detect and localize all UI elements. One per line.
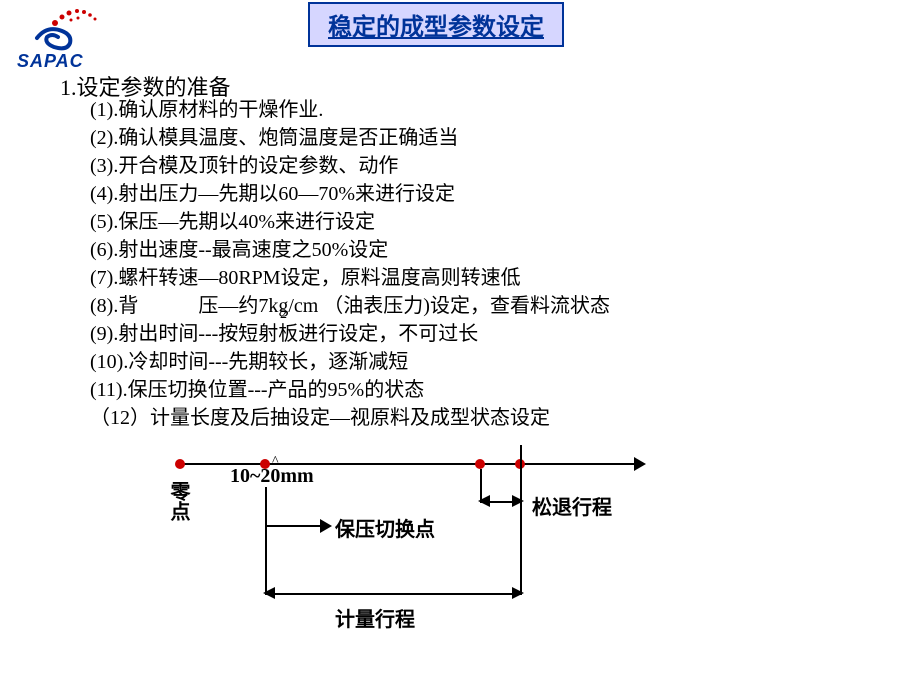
arrow-right-icon <box>512 495 524 507</box>
list-item: (9).射出时间---按短射板进行设定，不可过长 <box>90 320 610 348</box>
list-item: （12）计量长度及后抽设定—视原料及成型状态设定 <box>90 404 610 432</box>
bracket-line <box>520 469 522 595</box>
list-item: (2).确认模具温度、炮筒温度是否正确适当 <box>90 124 610 152</box>
arrow-left-icon <box>263 587 275 599</box>
list-item: (5).保压―先期以40%来进行设定 <box>90 208 610 236</box>
arrow-right-icon <box>320 519 334 533</box>
release-stroke-label: 松退行程 <box>532 491 612 520</box>
list-item: (3).开合模及顶针的设定参数、动作 <box>90 152 610 180</box>
measure-stroke-label: 计量行程 <box>335 603 415 632</box>
bracket-line <box>265 593 522 595</box>
stroke-diagram: 零点 10~20mm 保压切换点 松退行程 计量行程 <box>170 445 670 645</box>
logo-swirl-icon <box>32 23 82 53</box>
diagram-dot <box>475 459 485 469</box>
page-title: 稳定的成型参数设定 <box>308 2 564 47</box>
arrow-right-icon <box>634 457 648 471</box>
arrow-right-icon <box>512 587 524 599</box>
page-number: 2 <box>280 307 287 323</box>
bracket-line <box>265 525 325 527</box>
bracket-line <box>265 487 267 595</box>
list-item: (6).射出速度--最高速度之50%设定 <box>90 236 610 264</box>
parameter-list: (1).确认原材料的干燥作业. (2).确认模具温度、炮筒温度是否正确适当 (3… <box>90 96 610 432</box>
list-item: (8).背 压—约7kg/cm （油表压力)设定，查看料流状态 <box>90 292 610 320</box>
list-item: (10).冷却时间---先期较长，逐渐减短 <box>90 348 610 376</box>
diagram-dot <box>175 459 185 469</box>
hold-switch-label: 保压切换点 <box>335 513 435 542</box>
zero-point-label: 零点 <box>164 481 193 521</box>
arrow-left-icon <box>478 495 490 507</box>
range-label: 10~20mm <box>230 465 314 488</box>
list-item: (11).保压切换位置---产品的95%的状态 <box>90 376 610 404</box>
list-item: (1).确认原材料的干燥作业. <box>90 96 610 124</box>
list-item: (7).螺杆转速—80RPM设定，原料温度高则转速低 <box>90 264 610 292</box>
logo-brand-text: SAPAC <box>17 51 84 72</box>
brand-logo: SAPAC <box>12 5 112 70</box>
list-item: (4).射出压力—先期以60—70%来进行设定 <box>90 180 610 208</box>
